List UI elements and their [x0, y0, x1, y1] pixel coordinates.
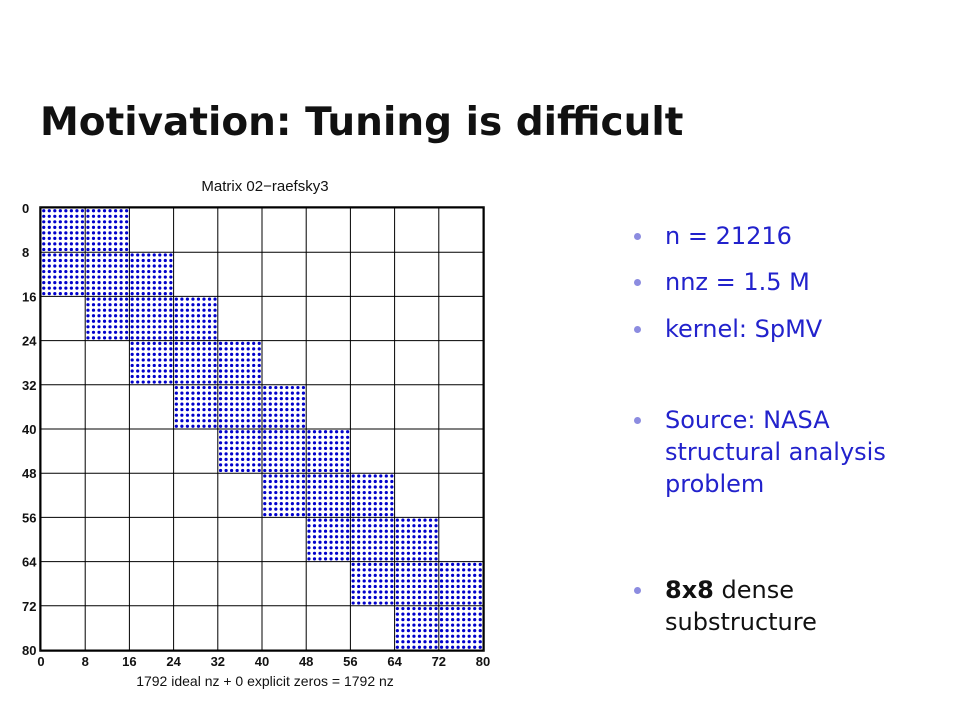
nonzero-block	[263, 430, 306, 473]
bullet-source: Source: NASA structural analysis problem	[634, 404, 944, 500]
x-tick-label: 56	[343, 654, 357, 669]
nonzero-block	[439, 606, 482, 649]
nonzero-block	[130, 341, 173, 384]
x-tick-label: 48	[299, 654, 313, 669]
y-tick-label: 56	[22, 510, 36, 525]
nonzero-block	[307, 518, 350, 561]
y-tick-label: 24	[22, 334, 37, 349]
nonzero-block	[218, 385, 261, 428]
y-tick-label: 40	[22, 422, 36, 437]
y-tick-label: 72	[22, 599, 36, 614]
bullet-dot	[634, 233, 641, 240]
bullet-dot	[634, 417, 641, 424]
nonzero-block	[351, 474, 394, 517]
bullet-plain-text: dense substructure	[665, 576, 817, 636]
bullet-dot	[634, 279, 641, 286]
bullet-substructure: 8x8 dense substructure	[634, 574, 944, 638]
nonzero-block	[42, 209, 85, 252]
bullet-dot	[634, 326, 641, 333]
nonzero-block	[307, 474, 350, 517]
y-tick-label: 80	[22, 643, 36, 658]
bullet-nnz: nnz = 1.5 M	[634, 266, 810, 298]
y-tick-label: 64	[22, 555, 37, 570]
plot-title: Matrix 02−raefsky3	[201, 178, 328, 195]
x-tick-label: 72	[432, 654, 446, 669]
sparsity-plot: Matrix 02−raefsky3 0 0 8 8 16 16 24 24 32 32 40 40 4…	[22, 178, 490, 689]
nonzero-block	[174, 297, 217, 340]
x-tick-label: 80	[476, 654, 490, 669]
x-tick-label: 40	[255, 654, 269, 669]
nonzero-block	[351, 562, 394, 605]
nonzero-block	[395, 606, 438, 649]
nonzero-block	[86, 253, 129, 296]
nonzero-block	[130, 253, 173, 296]
x-tick-label: 16	[122, 654, 136, 669]
nonzero-block	[263, 474, 306, 517]
nonzero-block	[395, 562, 438, 605]
bullet-bold-text: 8x8	[665, 576, 714, 604]
bullet-text: n = 21216	[665, 222, 792, 250]
nonzero-block	[86, 209, 129, 252]
y-tick-label: 48	[22, 466, 36, 481]
x-tick-label: 64	[387, 654, 402, 669]
nonzero-block	[218, 430, 261, 473]
plot-frame	[39, 206, 485, 652]
bullet-text: Source: NASA structural analysis problem	[665, 406, 886, 498]
nonzero-block	[263, 385, 306, 428]
nonzero-block	[174, 385, 217, 428]
x-tick-label: 8	[82, 654, 89, 669]
nonzero-block	[395, 518, 438, 561]
nonzero-block	[130, 297, 173, 340]
nonzero-block	[307, 430, 350, 473]
y-tick-label: 0	[22, 201, 29, 216]
plot-caption: 1792 ideal nz + 0 explicit zeros = 1792 …	[136, 673, 394, 689]
nonzero-block	[218, 341, 261, 384]
bullet-text: kernel: SpMV	[665, 315, 823, 343]
y-tick-label: 8	[22, 245, 29, 260]
nonzero-block	[351, 518, 394, 561]
x-tick-label: 24	[166, 654, 181, 669]
x-tick-label: 0	[37, 654, 44, 669]
nonzero-block	[86, 297, 129, 340]
nonzero-block	[439, 562, 482, 605]
bullet-n: n = 21216	[634, 220, 792, 252]
nonzero-block	[174, 341, 217, 384]
bullet-text: nnz = 1.5 M	[665, 268, 810, 296]
bullet-text: 8x8 dense substructure	[665, 574, 895, 638]
nonzero-block	[42, 253, 85, 296]
bullet-kernel: kernel: SpMV	[634, 313, 822, 345]
y-tick-label: 32	[22, 378, 36, 393]
bullet-dot	[634, 587, 641, 594]
slide-title: Motivation: Tuning is difficult	[40, 100, 684, 145]
x-tick-label: 32	[211, 654, 225, 669]
y-tick-label: 16	[22, 289, 36, 304]
